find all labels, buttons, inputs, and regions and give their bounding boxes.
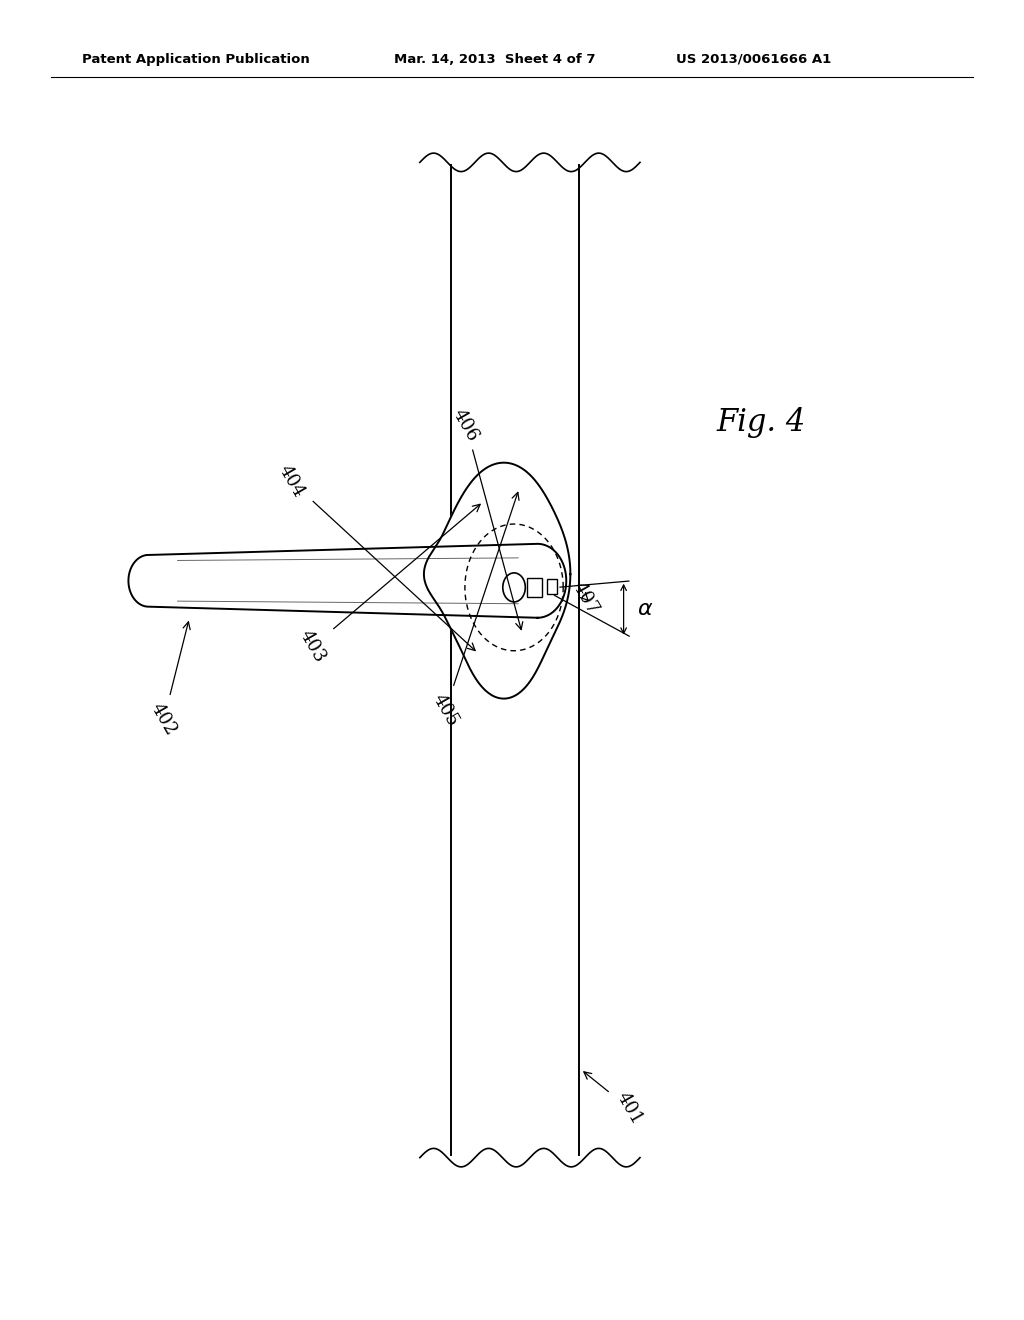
FancyBboxPatch shape [547,579,557,594]
Text: Patent Application Publication: Patent Application Publication [82,53,309,66]
Text: 401: 401 [584,1072,646,1129]
Text: 405: 405 [429,492,519,730]
Text: 403: 403 [296,504,480,667]
FancyBboxPatch shape [527,578,542,597]
Polygon shape [424,463,570,698]
Text: Mar. 14, 2013  Sheet 4 of 7: Mar. 14, 2013 Sheet 4 of 7 [394,53,596,66]
Text: $\alpha$: $\alpha$ [637,598,653,620]
Text: 404: 404 [275,462,475,651]
Text: US 2013/0061666 A1: US 2013/0061666 A1 [676,53,831,66]
Text: 402: 402 [147,622,190,739]
Text: 407: 407 [569,578,602,618]
Text: Fig. 4: Fig. 4 [717,407,806,438]
Text: 406: 406 [450,405,523,630]
Circle shape [503,573,525,602]
Polygon shape [128,544,566,618]
